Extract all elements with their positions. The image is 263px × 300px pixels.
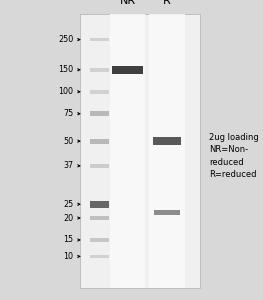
Bar [90, 139, 109, 143]
Text: 15: 15 [64, 236, 74, 244]
Bar [149, 14, 185, 288]
Text: 37: 37 [64, 161, 74, 170]
Bar [90, 38, 109, 41]
Bar [90, 238, 109, 242]
Bar [90, 164, 109, 168]
Text: 25: 25 [63, 200, 74, 209]
Text: 50: 50 [64, 136, 74, 146]
Bar [90, 216, 109, 220]
Bar [113, 66, 143, 74]
Text: 20: 20 [64, 214, 74, 223]
Text: 75: 75 [63, 109, 74, 118]
Bar [80, 14, 200, 288]
Bar [90, 68, 109, 72]
Text: 10: 10 [64, 252, 74, 261]
Bar [90, 111, 109, 116]
Bar [90, 90, 109, 94]
Text: 100: 100 [59, 87, 74, 96]
Bar [153, 137, 181, 145]
Text: 150: 150 [58, 65, 74, 74]
Bar [90, 201, 109, 208]
Bar [110, 14, 145, 288]
Text: NR: NR [119, 0, 136, 6]
Text: R: R [163, 0, 171, 6]
Bar [90, 255, 109, 258]
Bar [154, 210, 180, 215]
Text: 2ug loading
NR=Non-
reduced
R=reduced: 2ug loading NR=Non- reduced R=reduced [209, 133, 259, 179]
Text: 250: 250 [58, 35, 74, 44]
